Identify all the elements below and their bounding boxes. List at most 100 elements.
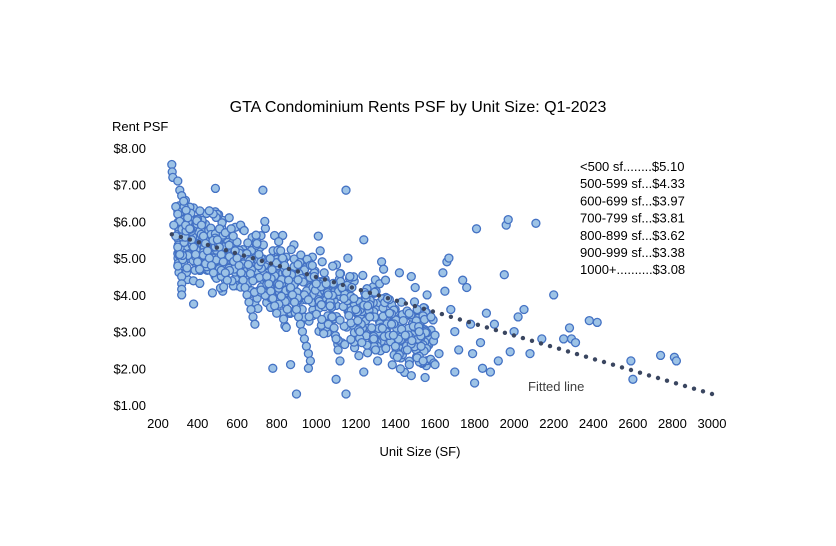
fitted-line-dot — [592, 357, 598, 362]
fitted-line-dot — [448, 314, 454, 319]
data-point — [260, 216, 270, 227]
data-point — [367, 323, 377, 333]
fitted-line-dot — [583, 354, 589, 359]
data-point — [549, 290, 559, 300]
data-point — [173, 176, 183, 186]
data-point — [477, 363, 488, 373]
fitted-line-dot — [484, 325, 490, 330]
x-tick-label: 200 — [147, 416, 169, 431]
fitted-line-dot — [637, 370, 643, 375]
data-point — [398, 315, 408, 326]
data-point — [422, 290, 432, 300]
fitted-line-dot — [250, 256, 256, 261]
fitted-line-dot — [610, 362, 616, 367]
summary-table-row: 1000+..........$3.08 — [580, 262, 685, 277]
data-point — [365, 312, 375, 322]
data-point — [406, 370, 416, 381]
data-point — [256, 285, 266, 295]
data-point — [328, 261, 338, 271]
data-point — [265, 253, 275, 264]
summary-table-row: 900-999 sf...$3.38 — [580, 245, 685, 260]
data-point — [220, 268, 230, 278]
y-tick-label: $3.00 — [113, 325, 146, 340]
data-point — [183, 213, 193, 223]
data-point — [329, 323, 339, 333]
data-point — [354, 351, 364, 361]
fitted-line-dot — [187, 237, 193, 242]
data-point — [390, 341, 401, 351]
data-point — [369, 334, 379, 344]
data-point — [378, 264, 389, 274]
data-point — [204, 206, 214, 216]
data-point — [208, 268, 219, 278]
x-tick-label: 2800 — [658, 416, 687, 431]
y-tick-label: $5.00 — [113, 251, 146, 266]
fitted-line-dot — [385, 296, 391, 301]
data-point — [370, 345, 381, 355]
fitted-line-dot — [520, 335, 526, 341]
data-point — [317, 257, 327, 267]
data-point — [357, 337, 367, 348]
data-point — [410, 282, 420, 293]
data-point — [489, 319, 500, 329]
fitted-line-dot — [646, 373, 652, 378]
data-point — [315, 246, 325, 256]
data-point — [319, 268, 329, 278]
data-point — [446, 304, 456, 315]
data-point — [400, 330, 410, 340]
data-point — [304, 312, 314, 322]
data-point — [671, 356, 682, 366]
x-axis-title: Unit Size (SF) — [380, 444, 461, 459]
fitted-line-dot — [259, 258, 265, 264]
data-point — [475, 337, 486, 348]
data-point — [392, 352, 403, 362]
data-point — [462, 282, 472, 293]
fitted-line-dot — [556, 346, 562, 351]
data-point — [454, 345, 464, 355]
data-point — [353, 315, 363, 326]
data-point — [311, 279, 321, 289]
x-axis-ticks: 200 400 600 800 1000 1200 1400 1600 1800 2000 2200… — [147, 416, 726, 431]
data-point — [387, 360, 397, 370]
data-point — [272, 308, 282, 318]
summary-table-background — [570, 152, 708, 268]
x-tick-label: 1800 — [460, 416, 489, 431]
data-point — [277, 253, 288, 263]
data-point — [335, 269, 345, 279]
data-point — [503, 214, 513, 225]
data-point — [274, 236, 284, 247]
data-point — [467, 348, 478, 359]
fitted-line-dot — [529, 338, 535, 343]
data-point — [316, 300, 327, 310]
data-point — [171, 202, 181, 212]
x-tick-label: 800 — [266, 416, 288, 431]
data-point — [481, 308, 492, 318]
summary-table-row: <500 sf........$5.10 — [580, 159, 684, 174]
data-point — [414, 326, 424, 337]
data-point — [407, 335, 417, 346]
fitted-line-dot — [223, 248, 229, 253]
data-point — [485, 367, 496, 377]
data-point — [195, 278, 205, 289]
data-point — [286, 244, 296, 255]
summary-table-row: 500-599 sf...$4.33 — [580, 176, 685, 191]
data-point — [584, 315, 594, 326]
data-point — [323, 290, 333, 300]
data-point — [268, 363, 278, 373]
data-point — [420, 372, 430, 383]
data-point — [628, 374, 638, 384]
data-point — [402, 345, 412, 355]
data-point — [210, 183, 221, 194]
data-point — [444, 253, 454, 263]
data-point — [317, 314, 327, 325]
x-tick-label: 3000 — [698, 416, 727, 431]
data-point — [185, 224, 195, 234]
fitted-line-dot — [466, 319, 472, 325]
fitted-line-dot — [475, 322, 481, 327]
data-point — [345, 271, 355, 282]
fitted-line-dot — [538, 341, 544, 346]
data-point — [438, 268, 448, 278]
data-point — [406, 271, 416, 282]
data-point — [276, 291, 286, 301]
fitted-line-dot — [367, 290, 373, 295]
